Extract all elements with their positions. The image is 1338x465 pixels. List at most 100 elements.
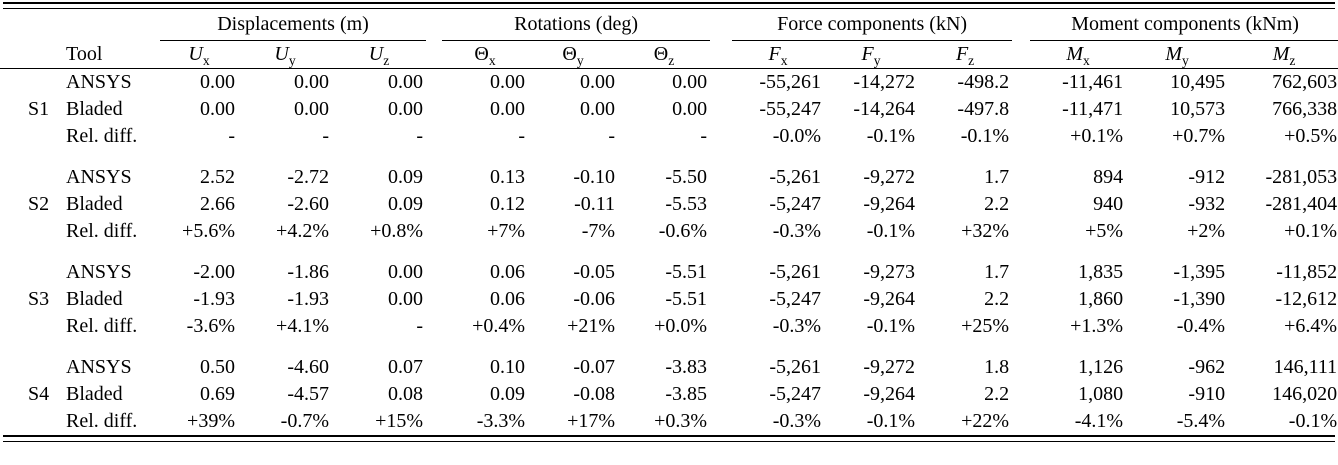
value-cell: -4.1% [1074,410,1124,432]
value-cell: -1,395 [1173,261,1226,283]
tool-name: ANSYS [66,261,132,283]
value-cell: +0.3% [654,410,708,432]
column-header: Mz [1228,40,1338,69]
value-cell: -0.08 [573,383,616,405]
value-cell: -3.3% [476,410,526,432]
section-label: S2 [28,193,50,215]
value-cell: -5,247 [769,288,822,310]
group-gap [426,40,443,69]
group-gap [1012,69,1030,97]
group-gap [710,123,732,150]
value-cell: - [416,125,424,147]
table-row: S2 Bladed 2.66 -2.60 0.09 0.12 -0.11 -5.53 -5,24… [0,191,1338,218]
group-gap [1012,408,1030,435]
symbol-base: F [768,43,781,65]
gap-cell [0,150,1338,164]
table-row: Rel. diff. - - - - - - -0.0% -0.1% -0.1% +0.1% +0.7… [0,123,1338,150]
value-cell: 0.00 [388,261,424,283]
value-cell: -7% [581,220,616,242]
section-label: S3 [28,288,50,310]
table-row: ANSYS 0.00 0.00 0.00 0.00 0.00 0.00 -55,261 -14,… [0,69,1338,97]
value-cell: 146,020 [1272,383,1338,405]
value-cell: 0.00 [388,98,424,120]
symbol-subscript: z [968,53,975,68]
value-cell: 0.08 [388,383,424,405]
value-cell: 1,080 [1078,383,1124,405]
value-cell: 0.09 [490,383,526,405]
column-header-row: Tool Ux Uy Uz Θx Θy Θz Fx Fy Fz Mx My Mz [0,40,1338,69]
value-cell: -12,612 [1275,288,1338,310]
value-cell: 2.52 [200,166,235,188]
value-cell: -3.85 [665,383,708,405]
value-cell: +4.1% [276,315,329,337]
value-cell: 10,573 [1170,98,1226,120]
column-group-header: Moment components (kNm) [1030,9,1338,41]
group-gap [710,191,732,218]
column-header: Θz [618,40,711,69]
table-row: ANSYS -2.00 -1.86 0.00 0.06 -0.05 -5.51 -5,261 -… [0,259,1338,286]
value-cell: -1.93 [287,288,329,310]
tool-name: ANSYS [66,356,132,378]
symbol-subscript: x [202,53,210,68]
value-cell: -910 [1188,383,1226,405]
symbol-subscript: z [1289,53,1296,68]
tool-name: Bladed [66,383,123,405]
column-group-header: Displacements (m) [160,9,427,41]
group-gap [710,40,733,69]
value-cell: -498.2 [957,71,1010,93]
value-cell: -11,852 [1276,261,1338,283]
column-header: Fz [918,40,1013,69]
value-cell: 0.00 [200,71,235,93]
symbol-base: Θ [474,43,489,65]
column-header: Θx [442,40,529,69]
value-cell: -4.57 [287,383,329,405]
value-cell: - [700,125,708,147]
value-cell: -1.86 [287,261,329,283]
group-gap [426,354,442,381]
value-cell: 0.69 [200,383,235,405]
value-cell: - [608,125,616,147]
column-header: Uy [238,40,332,69]
bottom-double-rule [3,435,1335,442]
value-cell: 2.66 [200,193,235,215]
group-gap [426,408,442,435]
value-cell: -0.11 [574,193,616,215]
value-cell: - [416,315,424,337]
group-gap [426,381,442,408]
value-cell: -9,264 [863,383,916,405]
value-cell: +0.8% [370,220,424,242]
value-cell: -0.06 [573,288,616,310]
tool-name: ANSYS [66,71,132,93]
tool-name: ANSYS [66,166,132,188]
group-gap [710,96,732,123]
section-label: S1 [28,98,50,120]
value-cell: -9,273 [863,261,916,283]
column-header: Fy [824,40,919,69]
group-gap [710,408,732,435]
group-gap [426,69,442,97]
table-row: Rel. diff. +39% -0.7% +15% -3.3% +17% +0.3% -0.… [0,408,1338,435]
value-cell: -0.1% [866,315,916,337]
symbol-subscript: x [780,53,788,68]
value-cell: -5,261 [769,166,822,188]
group-gap [426,313,442,340]
group-gap [1012,96,1030,123]
value-cell: 0.00 [672,71,708,93]
value-cell: -0.6% [658,220,708,242]
symbol-subscript: y [576,53,584,68]
symbol-base: U [188,43,203,65]
value-cell: -9,264 [863,193,916,215]
symbol-subscript: x [1083,53,1090,68]
section-gap-row [0,340,1338,354]
value-cell: 940 [1093,193,1124,215]
value-cell: -5.4% [1176,410,1226,432]
section-label [0,408,60,435]
value-cell: +15% [375,410,424,432]
column-header: Fx [732,40,825,69]
value-cell: -0.1% [866,410,916,432]
column-group-header-row: Displacements (m) Rotations (deg) Force co… [0,9,1338,41]
tool-name: Bladed [66,193,123,215]
group-gap [426,164,442,191]
group-gap [710,354,732,381]
value-cell: 2.2 [984,288,1010,310]
